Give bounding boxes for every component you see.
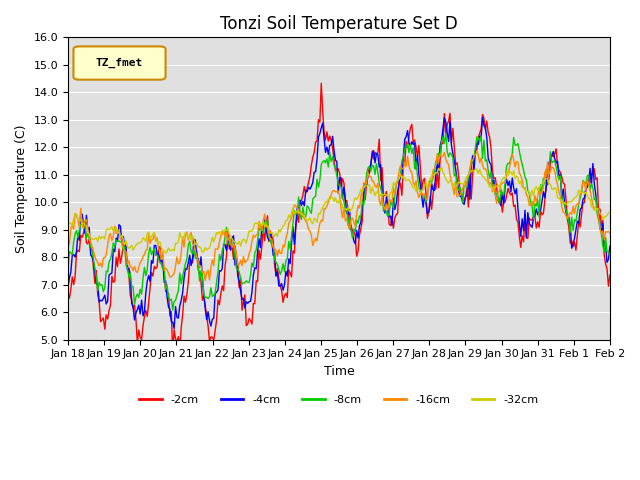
-16cm [452, 179, 460, 184]
-2cm [100, 315, 108, 321]
-2cm [605, 283, 612, 289]
-4cm [606, 243, 614, 249]
Line: -4cm: -4cm [68, 118, 610, 329]
-8cm [453, 182, 461, 188]
-4cm [605, 256, 612, 262]
-4cm [452, 167, 460, 172]
-32cm [162, 250, 170, 256]
-4cm [344, 211, 352, 216]
-8cm [83, 235, 90, 240]
-8cm [344, 223, 352, 228]
-4cm [100, 296, 108, 301]
-2cm [534, 219, 541, 225]
-32cm [534, 187, 541, 193]
-16cm [83, 216, 90, 222]
-32cm [64, 220, 72, 226]
-16cm [473, 148, 481, 154]
-8cm [64, 266, 72, 272]
-16cm [100, 255, 108, 261]
-32cm [605, 210, 612, 216]
-16cm [344, 222, 352, 228]
Text: TZ_fmet: TZ_fmet [96, 58, 143, 68]
-8cm [100, 289, 108, 295]
-16cm [606, 230, 614, 236]
-2cm [64, 290, 72, 296]
-16cm [202, 277, 209, 283]
-8cm [606, 253, 614, 259]
-4cm [534, 212, 541, 217]
-32cm [344, 204, 352, 210]
X-axis label: Time: Time [324, 365, 355, 378]
-8cm [442, 130, 450, 136]
Line: -8cm: -8cm [68, 133, 610, 310]
-16cm [534, 193, 541, 199]
-2cm [606, 273, 614, 278]
-32cm [606, 209, 614, 215]
-8cm [169, 307, 177, 313]
-32cm [100, 234, 108, 240]
-4cm [170, 326, 178, 332]
-8cm [534, 197, 541, 203]
-32cm [438, 164, 445, 170]
-16cm [605, 228, 612, 234]
-2cm [453, 160, 461, 166]
Title: Tonzi Soil Temperature Set D: Tonzi Soil Temperature Set D [220, 15, 458, 33]
Line: -16cm: -16cm [68, 151, 610, 280]
-2cm [317, 80, 325, 86]
-16cm [64, 242, 72, 248]
Line: -2cm: -2cm [68, 83, 610, 353]
-2cm [346, 227, 353, 232]
Line: -32cm: -32cm [68, 167, 610, 253]
-4cm [479, 115, 486, 120]
-4cm [64, 284, 72, 289]
-32cm [453, 183, 461, 189]
Legend: -2cm, -4cm, -8cm, -16cm, -32cm: -2cm, -4cm, -8cm, -16cm, -32cm [135, 391, 543, 410]
-8cm [605, 249, 612, 255]
Y-axis label: Soil Temperature (C): Soil Temperature (C) [15, 124, 28, 253]
-2cm [83, 240, 90, 246]
-4cm [83, 213, 90, 218]
-2cm [169, 350, 177, 356]
-32cm [83, 223, 90, 229]
FancyBboxPatch shape [74, 47, 166, 80]
